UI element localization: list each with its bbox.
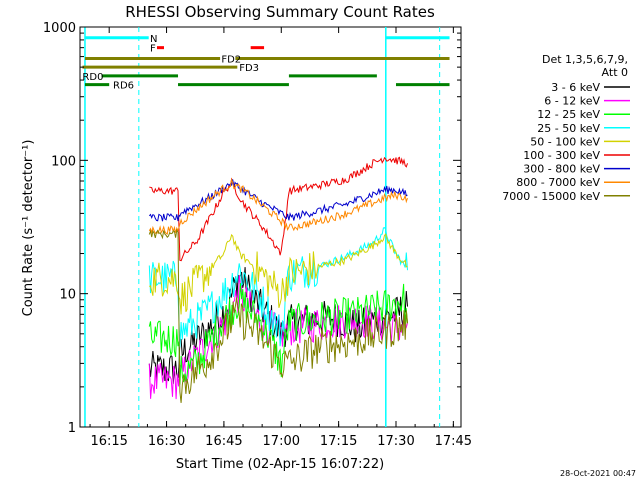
series-line-12-25-kev <box>148 283 408 385</box>
legend-header: Att 0 <box>602 66 628 79</box>
legend-label-50-100-kev: 50 - 100 keV <box>530 135 600 148</box>
legend-label-800-7000-kev: 800 - 7000 keV <box>516 176 600 189</box>
x-axis-label: Start Time (02-Apr-15 16:07:22) <box>176 457 384 472</box>
plot-frame <box>79 26 462 428</box>
series-line-800-7000-kev <box>148 178 408 235</box>
legend-label-12-25-kev: 12 - 25 keV <box>537 108 600 121</box>
legend-label-100-300-kev: 100 - 300 keV <box>523 149 600 162</box>
flag-label-rd0: RD0 <box>82 72 103 83</box>
y-tick-label: 1000 <box>43 21 76 36</box>
series-line-100-300-kev <box>149 156 408 262</box>
series-line-50-100-kev <box>149 233 408 315</box>
legend-label-7000-15000-kev: 7000 - 15000 keV <box>502 190 600 203</box>
x-tick-label: 16:45 <box>205 434 242 449</box>
legend-label-3-6-kev: 3 - 6 keV <box>551 81 600 94</box>
y-tick-label: 100 <box>51 154 76 169</box>
y-axis-label: Count Rate (s⁻¹ detector⁻¹) <box>21 140 36 317</box>
flag-label-rd6: RD6 <box>113 81 134 92</box>
y-tick-label: 1 <box>68 421 76 436</box>
flag-label-f: F <box>150 44 156 55</box>
x-tick-label: 16:30 <box>148 434 185 449</box>
x-tick-label: 17:30 <box>377 434 414 449</box>
x-tick-label: 16:15 <box>90 434 127 449</box>
x-tick-label: 17:15 <box>320 434 357 449</box>
timestamp: 28-Oct-2021 00:47 <box>560 469 636 478</box>
series-line-25-50-kev <box>148 227 408 348</box>
legend-header: Det 1,3,5,6,7,9, <box>542 53 628 66</box>
series-line-300-800-kev <box>148 179 408 222</box>
flag-label-fd2: FD2 <box>221 55 241 66</box>
flag-label-n: N <box>150 34 157 45</box>
y-tick-label: 10 <box>59 288 76 303</box>
chart-title: RHESSI Observing Summary Count Rates <box>125 3 435 21</box>
legend-label-300-800-kev: 300 - 800 keV <box>523 163 600 176</box>
flag-label-fd3: FD3 <box>239 63 259 74</box>
legend-label-25-50-kev: 25 - 50 keV <box>537 122 600 135</box>
x-tick-label: 17:00 <box>263 434 300 449</box>
legend-label-6-12-kev: 6 - 12 keV <box>544 95 600 108</box>
series-line-7000-15000-kev <box>148 228 408 403</box>
x-tick-label: 17:45 <box>435 434 472 449</box>
